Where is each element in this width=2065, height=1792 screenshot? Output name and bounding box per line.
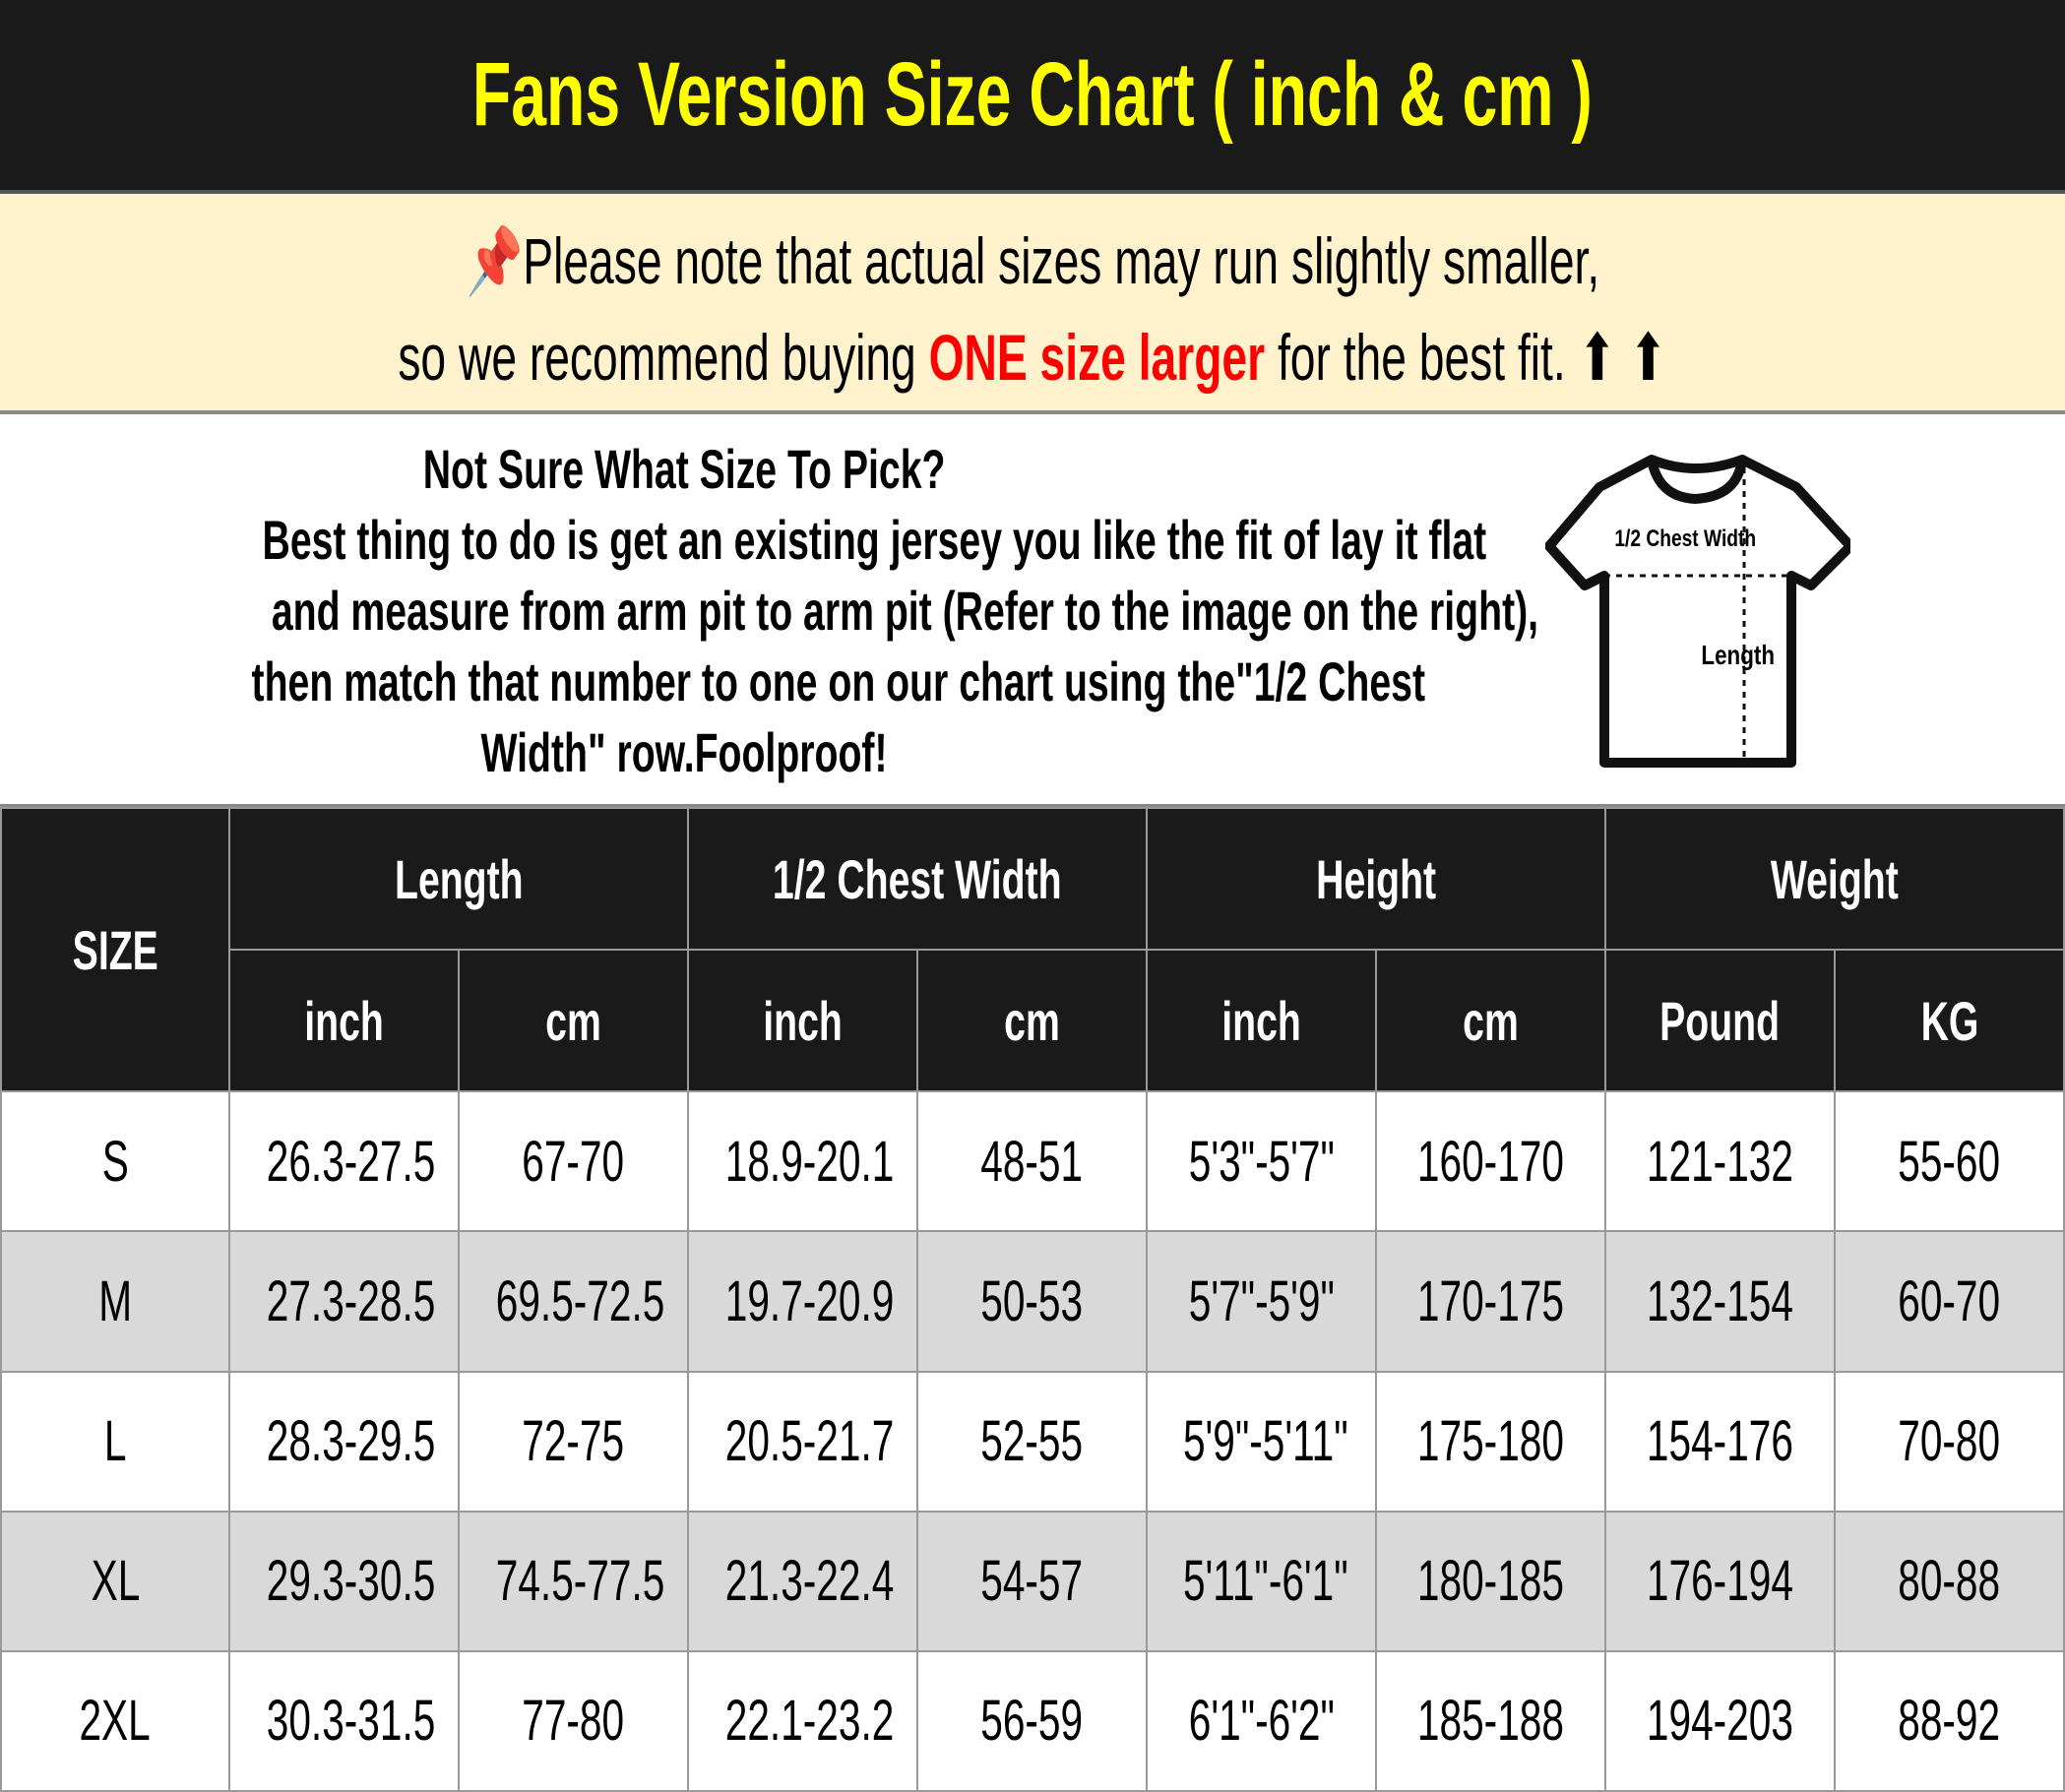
unit-header: cm: [1375, 949, 1606, 1093]
table-row: L 28.3-29.5 72-75 20.5-21.7 52-55 5'9"-5'11" 1…: [0, 1370, 2065, 1513]
table-cell: 20.5-21.7: [687, 1370, 918, 1513]
up-arrows-icon: ⬆ ⬆: [1578, 321, 1667, 394]
size-header: SIZE: [0, 806, 230, 1093]
table-cell: 18.9-20.1: [687, 1090, 918, 1233]
table-cell: 80-88: [1834, 1510, 2065, 1652]
table-cell: 54-57: [916, 1510, 1148, 1652]
table-cell: 52-55: [916, 1370, 1148, 1513]
table-cell: 67-70: [458, 1090, 689, 1233]
table-cell: 180-185: [1375, 1510, 1606, 1652]
table-cell: 74.5-77.5: [458, 1510, 689, 1652]
table-cell: 160-170: [1375, 1090, 1606, 1233]
size-table: SIZE Length 1/2 Chest Width Height Weigh…: [0, 806, 2065, 1792]
table-cell: 121-132: [1604, 1090, 1836, 1233]
table-row: M 27.3-28.5 69.5-72.5 19.7-20.9 50-53 5'7"-5'…: [0, 1230, 2065, 1373]
table-cell: 70-80: [1834, 1370, 2065, 1513]
table-cell: 55-60: [1834, 1090, 2065, 1233]
table-cell: 6'1"-6'2": [1146, 1649, 1377, 1792]
table-cell: 170-175: [1375, 1230, 1606, 1373]
unit-header: inch: [228, 949, 460, 1093]
table-row: 2XL 30.3-31.5 77-80 22.1-23.2 56-59 6'1"-6'2"…: [0, 1649, 2065, 1792]
size-cell: L: [0, 1370, 230, 1513]
unit-header: inch: [1146, 949, 1377, 1093]
unit-header: Pound: [1604, 949, 1836, 1093]
size-notice: 📌Please note that actual sizes may run s…: [0, 190, 2065, 414]
table-cell: 60-70: [1834, 1230, 2065, 1373]
table-cell: 5'9"-5'11": [1146, 1370, 1377, 1513]
table-cell: 88-92: [1834, 1649, 2065, 1792]
table-cell: 5'11"-6'1": [1146, 1510, 1377, 1652]
table-cell: 72-75: [458, 1370, 689, 1513]
size-cell: XL: [0, 1510, 230, 1652]
table-cell: 5'7"-5'9": [1146, 1230, 1377, 1373]
size-cell: S: [0, 1090, 230, 1233]
table-cell: 69.5-72.5: [458, 1230, 689, 1373]
pushpin-icon: 📌: [466, 224, 523, 297]
table-cell: 21.3-22.4: [687, 1510, 918, 1652]
table-cell: 48-51: [916, 1090, 1148, 1233]
group-header: Height: [1146, 806, 1606, 952]
unit-header: cm: [916, 949, 1148, 1093]
size-cell: 2XL: [0, 1649, 230, 1792]
table-cell: 29.3-30.5: [228, 1510, 460, 1652]
table-cell: 175-180: [1375, 1370, 1606, 1513]
table-cell: 132-154: [1604, 1230, 1836, 1373]
table-cell: 30.3-31.5: [228, 1649, 460, 1792]
notice-highlight: ONE size larger: [928, 321, 1266, 394]
table-row: S 26.3-27.5 67-70 18.9-20.1 48-51 5'3"-5'7" 16…: [0, 1090, 2065, 1233]
unit-header: KG: [1834, 949, 2065, 1093]
unit-header: cm: [458, 949, 689, 1093]
group-header: Weight: [1604, 806, 2065, 952]
size-cell: M: [0, 1230, 230, 1373]
table-cell: 50-53: [916, 1230, 1148, 1373]
svg-text:Length: Length: [1701, 641, 1775, 671]
group-header: Length: [228, 806, 689, 952]
table-cell: 194-203: [1604, 1649, 1836, 1792]
unit-header: inch: [687, 949, 918, 1093]
table-cell: 26.3-27.5: [228, 1090, 460, 1233]
svg-text:1/2 Chest Width: 1/2 Chest Width: [1614, 525, 1756, 552]
table-cell: 77-80: [458, 1649, 689, 1792]
tshirt-diagram-icon: 1/2 Chest Width Length: [1545, 455, 1850, 768]
table-cell: 176-194: [1604, 1510, 1836, 1652]
table-cell: 27.3-28.5: [228, 1230, 460, 1373]
table-cell: 22.1-23.2: [687, 1649, 918, 1792]
table-cell: 5'3"-5'7": [1146, 1090, 1377, 1233]
table-cell: 154-176: [1604, 1370, 1836, 1513]
table-cell: 28.3-29.5: [228, 1370, 460, 1513]
table-cell: 185-188: [1375, 1649, 1606, 1792]
table-cell: 56-59: [916, 1649, 1148, 1792]
group-header: 1/2 Chest Width: [687, 806, 1148, 952]
page-title: Fans Version Size Chart ( inch & cm ): [0, 0, 2065, 190]
table-row: XL 29.3-30.5 74.5-77.5 21.3-22.4 54-57 5'11"-…: [0, 1510, 2065, 1652]
table-cell: 19.7-20.9: [687, 1230, 918, 1373]
